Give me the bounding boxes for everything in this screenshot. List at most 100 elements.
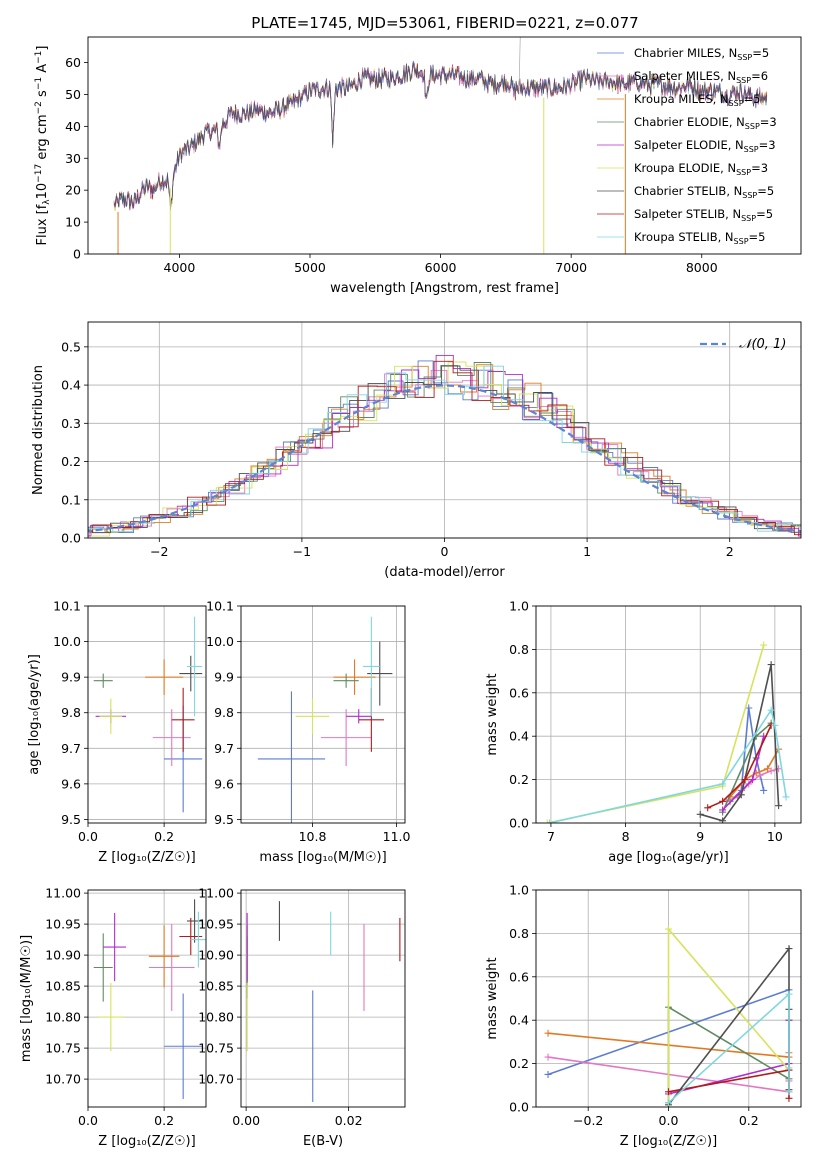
y-tick-label: 0.8 <box>509 642 529 657</box>
legend-label: Salpeter MILES, N <box>634 69 736 83</box>
weight-line-6 <box>699 664 780 822</box>
weight-marker <box>737 791 745 799</box>
legend-entry: Kroupa ELODIE, NSSP=3 <box>634 161 768 177</box>
x-tick-label: 4000 <box>164 260 196 275</box>
y-tick-label: 0.4 <box>61 378 81 393</box>
age_vs_mass-axes: 10.8 11.0 9.5 9.6 9.7 9.8 9.9 10.0 10.1 <box>206 599 410 845</box>
y-tick-label: 10.0 <box>53 634 81 649</box>
weight-marker <box>785 945 793 953</box>
weight_vs_Z-y-label: mass weight <box>485 957 500 1039</box>
y-tick-label: 10.80 <box>198 1010 234 1025</box>
y-tick-label: 9.6 <box>61 776 81 791</box>
histogram-series-0 <box>88 360 801 534</box>
y-tick-label: 0.4 <box>509 729 529 744</box>
y-label-part: λ <box>42 199 52 205</box>
residual-histograms <box>88 354 801 537</box>
mass_vs_Z-x-label: Z [log₁₀(Z/Z☉)] <box>98 1134 195 1149</box>
age_vs_Z-y-label: age [log₁₀(age/yr)] <box>27 654 42 775</box>
spectrum-lines <box>113 37 768 254</box>
legend-entry: Salpeter ELODIE, NSSP=3 <box>634 138 776 154</box>
y-tick-label: 1.0 <box>509 599 529 614</box>
y-tick-label: 9.8 <box>214 705 234 720</box>
x-tick-label: 5000 <box>294 260 326 275</box>
weight-marker <box>771 721 779 729</box>
weight_vs_age-y-label: mass weight <box>485 673 500 755</box>
y-tick-label: 0.0 <box>509 816 529 831</box>
y-tick-label: 9.5 <box>61 812 81 827</box>
figure-title: PLATE=1745, MJD=53061, FIBERID=0221, z=0… <box>251 14 638 32</box>
y-tick-label: 11.00 <box>198 886 234 901</box>
y-tick-label: 0.6 <box>509 685 529 700</box>
weight-marker <box>763 765 771 773</box>
y-tick-label: 10.85 <box>45 979 81 994</box>
weight-marker <box>665 1088 672 1096</box>
residuals-frame <box>87 321 802 539</box>
x-tick-label: −2 <box>150 544 168 559</box>
legend-entry: Kroupa MILES, NSSP=5 <box>634 92 760 108</box>
residuals-axes: −2 −1 0 1 2 0.0 0.1 0.2 0.3 0.4 0.5 <box>61 322 801 559</box>
x-tick-label: 2 <box>726 544 734 559</box>
legend-tail: =5 <box>757 184 774 198</box>
age_vs_Z-x-label: Z [log₁₀(Z/Z☉)] <box>98 850 195 865</box>
legend-sub: SSP <box>729 99 744 108</box>
spectrum-series-6 <box>113 62 768 210</box>
y-label-part: A <box>35 64 50 77</box>
y-tick-label: 0.6 <box>509 969 529 984</box>
legend-entry: Chabrier ELODIE, NSSP=3 <box>634 115 777 131</box>
weight-marker <box>544 1029 552 1037</box>
weight-marker <box>696 810 704 818</box>
legend-tail: =5 <box>756 207 773 221</box>
legend-label: Chabrier MILES, N <box>634 46 737 60</box>
legend-tail: =3 <box>760 115 777 129</box>
x-tick-label: 7000 <box>555 260 587 275</box>
y-tick-label: 60 <box>65 55 81 70</box>
weight-marker <box>665 1099 672 1107</box>
weight-line-8 <box>667 992 790 1104</box>
y-label-part: −2 <box>34 101 44 114</box>
legend-sub: SSP <box>736 76 751 85</box>
y-tick-label: 10.80 <box>45 1010 81 1025</box>
x-tick-label: 0 <box>441 544 449 559</box>
mass_vs_EBV-x-label: E(B-V) <box>303 1134 343 1149</box>
y-label-part: s <box>35 90 50 101</box>
y-tick-label: 10.1 <box>53 599 81 614</box>
age_vs_mass-x-label: mass [log₁₀(M/M☉)] <box>259 850 386 865</box>
y-tick-label: 0.2 <box>509 1056 529 1071</box>
y-tick-label: 9.6 <box>214 776 234 791</box>
x-tick-label: 0.02 <box>335 1113 363 1128</box>
weight-line-7 <box>668 1069 790 1099</box>
x-tick-label: 10.8 <box>299 829 327 844</box>
mass_vs_Z-y-label: mass [log₁₀(M/M☉)] <box>19 935 34 1062</box>
legend-tail: =3 <box>751 161 768 175</box>
spectrum-frame <box>87 36 802 255</box>
mass_vs_EBV-frame <box>240 889 406 1108</box>
x-tick-label: 0.0 <box>78 829 98 844</box>
legend-entry: Salpeter STELIB, NSSP=5 <box>634 207 773 223</box>
x-tick-label: 0.00 <box>232 1113 260 1128</box>
y-tick-label: 10.90 <box>45 948 81 963</box>
legend-tail: =5 <box>744 92 761 106</box>
y-label-part: −1 <box>34 77 44 90</box>
x-tick-label: 1 <box>583 544 591 559</box>
y-tick-label: 0.8 <box>509 926 529 941</box>
legend-entry: Salpeter MILES, NSSP=6 <box>634 69 768 85</box>
legend-sub: SSP <box>741 214 756 223</box>
y-tick-label: 0 <box>73 247 81 262</box>
age_vs_mass-frame <box>240 605 406 824</box>
weight-marker <box>719 780 727 788</box>
weight-marker <box>719 806 727 814</box>
weight-marker <box>767 767 775 775</box>
weight-marker <box>767 661 775 669</box>
weight-marker <box>767 706 775 714</box>
x-tick-label: 8 <box>622 829 630 844</box>
legend-sub: SSP <box>734 237 749 246</box>
weight-marker <box>704 804 712 812</box>
age_vs_Z-points <box>93 616 203 813</box>
legend-label: Salpeter ELODIE, N <box>634 138 744 152</box>
y-tick-label: 9.7 <box>214 741 234 756</box>
legend-sub: SSP <box>745 122 760 131</box>
weight-marker <box>782 793 790 801</box>
y-tick-label: 10.95 <box>198 917 234 932</box>
